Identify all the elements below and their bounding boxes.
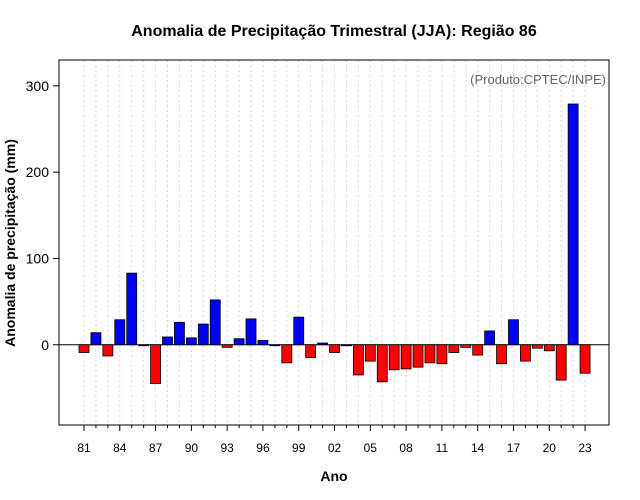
y-tick-label: 300 <box>26 78 50 94</box>
bar-1996 <box>257 340 269 346</box>
bar-1998 <box>281 344 293 364</box>
x-tick-label: 81 <box>77 441 91 455</box>
bar-1981 <box>78 344 90 353</box>
x-axis-label: Ano <box>320 468 347 484</box>
bar-2016 <box>496 344 507 365</box>
bar-2005 <box>364 344 376 362</box>
bar-2004 <box>352 344 364 376</box>
bar-2020 <box>543 344 555 352</box>
bar-2014 <box>472 344 484 356</box>
plot-border <box>58 59 610 426</box>
bar-1985 <box>126 272 138 346</box>
bar-1987 <box>150 344 161 384</box>
bar-1993 <box>221 344 233 348</box>
bar-2015 <box>484 330 496 346</box>
x-tick-label: 02 <box>328 441 342 455</box>
bar-1982 <box>90 332 102 346</box>
y-tick-label: 100 <box>26 250 50 266</box>
bar-2013 <box>460 344 472 348</box>
bar-2018 <box>520 344 531 362</box>
x-axis: 81 84 87 90 93 96 99 02 05 08 11 14 17 20 23 <box>77 425 592 455</box>
x-tick-label: 20 <box>543 441 557 455</box>
bar-2023 <box>579 344 591 374</box>
bar-2000 <box>305 344 317 359</box>
bar-1997 <box>269 344 281 347</box>
bar-2021 <box>555 344 567 381</box>
bar-1983 <box>102 344 114 357</box>
bar-1990 <box>185 337 197 346</box>
bar-1992 <box>209 299 221 346</box>
x-tick-label: 17 <box>507 441 521 455</box>
bar-1986 <box>138 344 150 347</box>
x-tick-label: 05 <box>364 441 378 455</box>
x-tick-label: 11 <box>436 441 449 455</box>
bar-1989 <box>174 321 185 346</box>
bar-2011 <box>436 344 448 365</box>
bar-2008 <box>400 344 412 370</box>
y-tick-label: 200 <box>26 164 50 180</box>
bar-2022 <box>567 103 579 346</box>
bar-2001 <box>317 342 329 346</box>
bar-2003 <box>341 344 352 347</box>
bar-2007 <box>388 344 400 371</box>
bar-2017 <box>508 319 519 346</box>
x-tick-label: 23 <box>578 441 592 455</box>
y-axis-label: Anomalia de precipitação (mm) <box>2 139 18 347</box>
bar-1995 <box>245 318 257 346</box>
y-axis: 0 100 200 300 <box>26 78 59 353</box>
x-tick-label: 14 <box>471 441 485 455</box>
bar-2019 <box>531 344 543 349</box>
bar-1991 <box>197 323 209 346</box>
x-tick-label: 99 <box>292 441 306 455</box>
chart-title: Anomalia de Precipitação Trimestral (JJA… <box>131 23 537 40</box>
x-tick-label: 93 <box>220 441 234 455</box>
credit-text: (Produto:CPTEC/INPE) <box>470 72 606 87</box>
x-tick-label: 96 <box>256 441 270 455</box>
bar-2012 <box>448 344 460 353</box>
bar-2002 <box>329 344 340 353</box>
bars <box>78 103 591 384</box>
x-tick-label: 84 <box>113 441 127 455</box>
bar-2010 <box>424 344 436 364</box>
bar-1994 <box>233 338 245 346</box>
x-tick-label: 90 <box>185 441 199 455</box>
bar-1984 <box>114 319 126 346</box>
bar-2009 <box>412 344 424 368</box>
bar-1988 <box>162 336 173 346</box>
x-tick-label: 87 <box>149 441 163 455</box>
bar-1999 <box>293 316 305 346</box>
x-tick-label: 08 <box>399 441 413 455</box>
y-tick-label: 0 <box>41 337 49 353</box>
bar-2006 <box>376 344 388 383</box>
